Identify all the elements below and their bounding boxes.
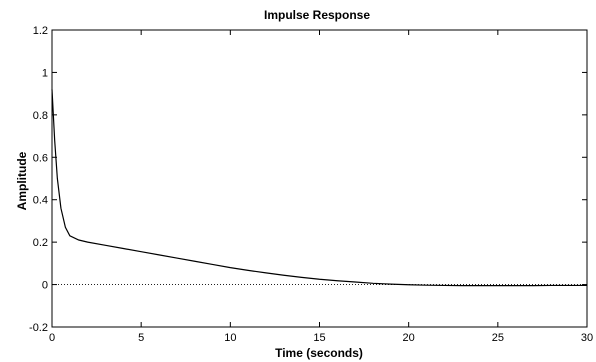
- x-axis-label: Time (seconds): [275, 346, 363, 360]
- y-tick-label: 0: [42, 280, 48, 292]
- x-tick-label: 15: [313, 332, 325, 344]
- y-tick-label: 0.2: [33, 237, 48, 249]
- y-tick-label: -0.2: [29, 322, 48, 334]
- chart-title: Impulse Response: [264, 8, 370, 22]
- y-tick-label: 0.8: [33, 110, 48, 122]
- plot-frame: [51, 29, 588, 328]
- x-tick-label: 10: [224, 332, 236, 344]
- y-axis-label: Amplitude: [15, 151, 29, 210]
- x-tick-label: 20: [403, 332, 415, 344]
- y-tick-label: 1: [42, 67, 48, 79]
- x-tick-label: 5: [138, 332, 144, 344]
- y-tick-label: 0.6: [33, 152, 48, 164]
- x-tick-label: 0: [49, 332, 55, 344]
- y-tick-label: 1.2: [33, 25, 48, 37]
- x-tick-label: 30: [581, 332, 593, 344]
- y-tick-label: 0.4: [33, 195, 48, 207]
- x-tick-label: 25: [492, 332, 504, 344]
- series-line-0: [51, 89, 587, 287]
